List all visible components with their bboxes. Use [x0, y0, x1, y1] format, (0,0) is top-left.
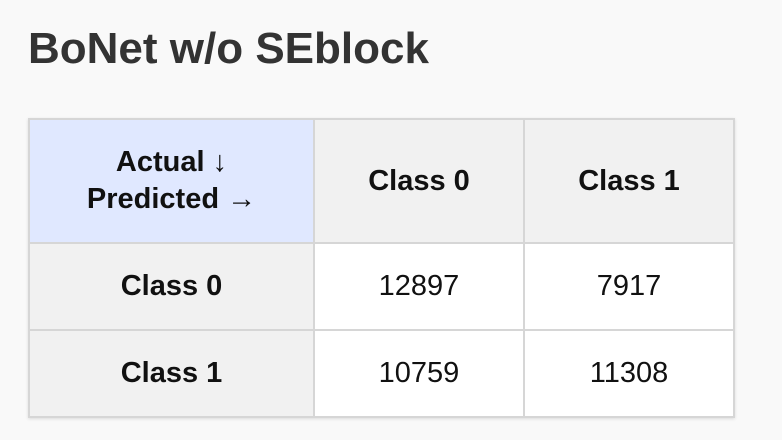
matrix-cell: 11308	[523, 329, 735, 418]
actual-axis-label: Actual ↓	[115, 146, 228, 178]
predicted-axis-label: Predicted →	[86, 183, 257, 215]
column-header-class-0: Class 0	[313, 118, 525, 244]
column-header-class-1: Class 1	[523, 118, 735, 244]
matrix-cell: 10759	[313, 329, 525, 418]
table-row: Class 0 12897 7917	[28, 242, 735, 331]
matrix-cell: 12897	[313, 242, 525, 331]
row-header-class-1: Class 1	[28, 329, 315, 418]
corner-header-cell: Actual ↓ Predicted →	[28, 118, 315, 244]
table-row: Class 1 10759 11308	[28, 329, 735, 418]
row-header-class-0: Class 0	[28, 242, 315, 331]
header-row: Actual ↓ Predicted → Class 0 Class 1	[28, 118, 735, 244]
confusion-matrix-table: Actual ↓ Predicted → Class 0 Class 1 Cla…	[28, 118, 735, 418]
matrix-cell: 7917	[523, 242, 735, 331]
page-title: BoNet w/o SEblock	[28, 24, 429, 73]
